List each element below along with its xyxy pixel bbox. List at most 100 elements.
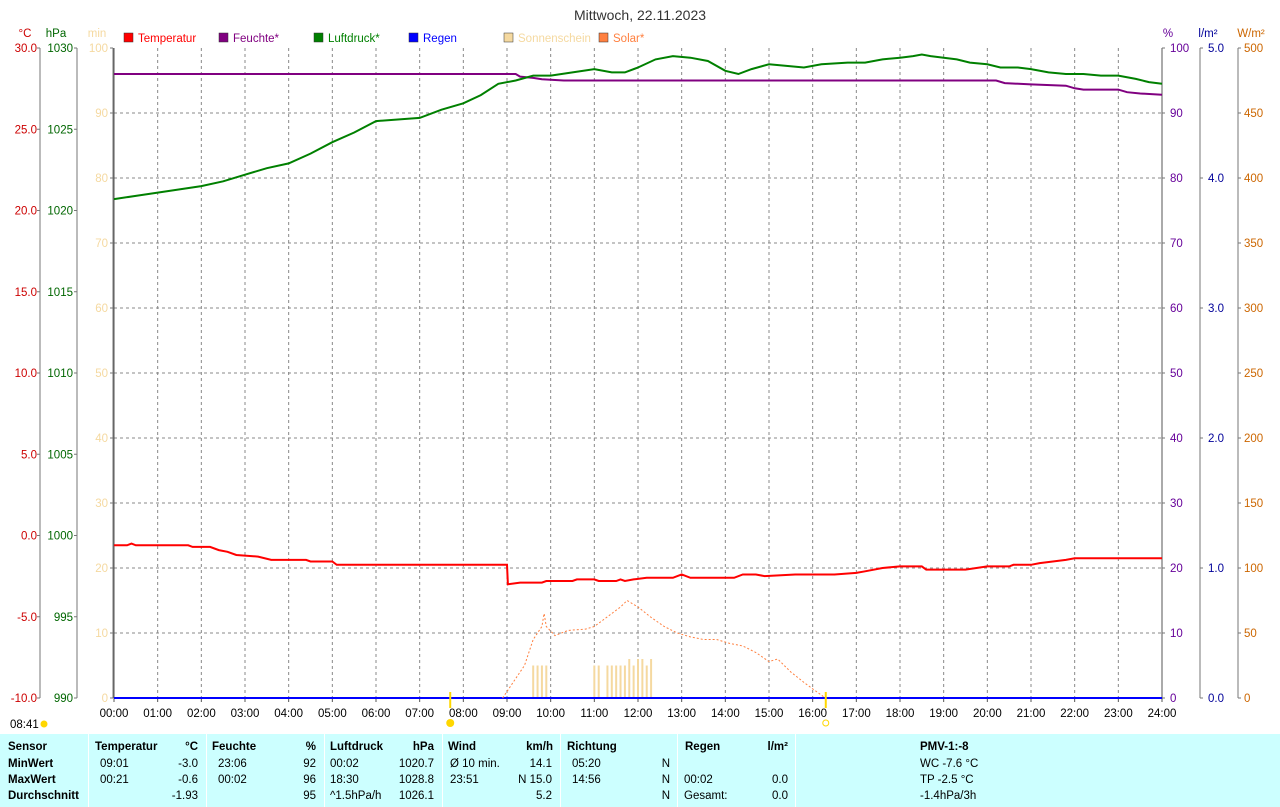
- x-tick-label: 08:00: [449, 708, 478, 720]
- sunshine-bar: [536, 665, 539, 698]
- stat-minwert-label: MinWert: [8, 758, 54, 770]
- axis-tick-press: 1020: [47, 206, 73, 218]
- axis-tick-sun: 80: [95, 173, 108, 185]
- sunshine-bar: [597, 665, 600, 698]
- header-pressure-unit: hPa: [412, 741, 434, 753]
- weather-chart: Mittwoch, 22.11.2023 30.0 25.0 20.0 15.0 10.0…: [10, 7, 1265, 731]
- sunshine-bar: [645, 665, 648, 698]
- stat-minwert-wind-label: Ø 10 min.: [450, 758, 500, 770]
- axis-tick-sun: 0: [102, 693, 108, 705]
- axis-tick-press: 1005: [47, 449, 73, 461]
- sunrise-icon: [446, 719, 455, 727]
- x-tick-label: 07:00: [405, 708, 434, 720]
- statistics-table: Sensor Temperatur °C Feuchte % Luftdruck…: [0, 734, 1280, 807]
- header-humidity-unit: %: [305, 741, 316, 753]
- axis-tick-press: 1030: [47, 43, 73, 55]
- axis-tick-sun: 70: [95, 238, 108, 250]
- axis-unit-solar: W/m²: [1237, 28, 1265, 40]
- stat-minwert-temp-val: -3.0: [178, 758, 198, 770]
- axis-tick-hum: 50: [1170, 368, 1183, 380]
- series-feuchte-line: [114, 73, 1163, 96]
- axis-unit-temp: °C: [19, 28, 32, 40]
- x-tick-label: 10:00: [536, 708, 565, 720]
- axis-tick-press: 1010: [47, 368, 73, 380]
- stat-minwert-press-time: 00:02: [330, 758, 359, 770]
- clock-sun-icon: [40, 720, 48, 728]
- stat-maxwert-wind-val: N 15.0: [518, 774, 552, 786]
- axis-tick-solar: 300: [1244, 303, 1263, 315]
- stat-minwert-pmv: WC -7.6 °C: [920, 758, 979, 770]
- legend-label: Solar*: [613, 33, 645, 45]
- axis-tick-rain: 1.0: [1208, 563, 1224, 575]
- header-pressure: Luftdruck: [330, 741, 384, 753]
- axis-tick-hum: 30: [1170, 498, 1183, 510]
- axis-tick-temp: 10.0: [15, 368, 37, 380]
- header-direction: Richtung: [567, 741, 617, 753]
- stat-minwert-dir-val: N: [661, 758, 670, 770]
- axis-tick-solar: 400: [1244, 173, 1263, 185]
- axis-tick-rain: 3.0: [1208, 303, 1224, 315]
- series-luftdruck-line: [113, 53, 1163, 201]
- stat-maxwert-rain-time: 00:02: [684, 774, 713, 786]
- legend-label: Luftdruck*: [328, 33, 380, 45]
- axis-tick-solar: 200: [1244, 433, 1263, 445]
- x-tick-label: 20:00: [973, 708, 1002, 720]
- axis-tick-temp: 25.0: [15, 124, 37, 136]
- axis-tick-solar: 0: [1244, 693, 1250, 705]
- sunshine-bar: [619, 665, 622, 698]
- x-tick-label: 22:00: [1060, 708, 1089, 720]
- header-humidity: Feuchte: [212, 741, 257, 753]
- axis-unit-rain: l/m²: [1198, 28, 1217, 40]
- x-tick-label: 18:00: [886, 708, 915, 720]
- sunshine-bar: [610, 665, 613, 698]
- axis-tick-sun: 60: [95, 303, 108, 315]
- x-tick-label: 19:00: [929, 708, 958, 720]
- header-rain: Regen: [685, 741, 721, 753]
- axis-tick-sun: 10: [95, 628, 108, 640]
- axis-tick-solar: 500: [1244, 43, 1263, 55]
- x-tick-label: 12:00: [624, 708, 653, 720]
- x-tick-label: 06:00: [362, 708, 391, 720]
- sunshine-bar: [606, 665, 609, 698]
- axis-tick-solar: 100: [1244, 563, 1263, 575]
- header-rain-unit: l/m²: [767, 741, 788, 753]
- legend-swatch: [218, 32, 229, 43]
- x-tick-label: 00:00: [100, 708, 129, 720]
- stat-maxwert-rain-val: 0.0: [772, 774, 788, 786]
- axis-tick-sun: 40: [95, 433, 108, 445]
- axis-tick-rain: 2.0: [1208, 433, 1224, 445]
- x-tick-label: 21:00: [1017, 708, 1046, 720]
- axis-tick-rain: 5.0: [1208, 43, 1224, 55]
- axis-tick-press: 995: [54, 612, 73, 624]
- axis-tick-rain: 4.0: [1208, 173, 1224, 185]
- header-temperature: Temperatur: [95, 741, 158, 753]
- x-tick-label: 09:00: [493, 708, 522, 720]
- sunshine-bar: [532, 665, 535, 698]
- axis-unit-sun: min: [88, 28, 107, 40]
- axis-tick-sun: 100: [89, 43, 108, 55]
- chart-title: Mittwoch, 22.11.2023: [574, 7, 706, 23]
- legend-label: Sonnenschein: [518, 33, 591, 45]
- x-tick-label: 24:00: [1148, 708, 1177, 720]
- stat-minwert-temp-time: 09:01: [100, 758, 129, 770]
- stat-maxwert-dir-time: 14:56: [572, 774, 601, 786]
- axis-tick-sun: 30: [95, 498, 108, 510]
- sunshine-bar: [650, 659, 653, 698]
- legend-label: Temperatur: [138, 33, 196, 45]
- stat-durchschnitt-rain-val: 0.0: [772, 790, 788, 802]
- stat-maxwert-press-val: 1028.8: [398, 774, 434, 786]
- header-wind-unit: km/h: [526, 741, 553, 753]
- axis-tick-hum: 0: [1170, 693, 1176, 705]
- stat-maxwert-wind-label: 23:51: [450, 774, 479, 786]
- x-tick-label: 01:00: [143, 708, 172, 720]
- legend-swatch: [313, 32, 324, 43]
- x-tick-label: 13:00: [667, 708, 696, 720]
- stat-durchschnitt-pmv: -1.4hPa/3h: [920, 790, 977, 802]
- stat-maxwert-hum-time: 00:02: [218, 774, 247, 786]
- axis-tick-solar: 50: [1244, 628, 1257, 640]
- sunshine-bar: [637, 659, 639, 698]
- axis-tick-hum: 20: [1170, 563, 1183, 575]
- clock-time: 08:41: [10, 719, 39, 731]
- legend-label: Regen: [423, 33, 457, 45]
- stat-minwert-dir-time: 05:20: [572, 758, 601, 770]
